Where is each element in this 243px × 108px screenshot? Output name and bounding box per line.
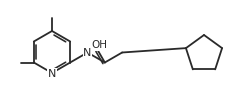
Text: N: N <box>83 48 92 57</box>
Text: OH: OH <box>92 40 108 50</box>
Text: N: N <box>48 69 56 79</box>
